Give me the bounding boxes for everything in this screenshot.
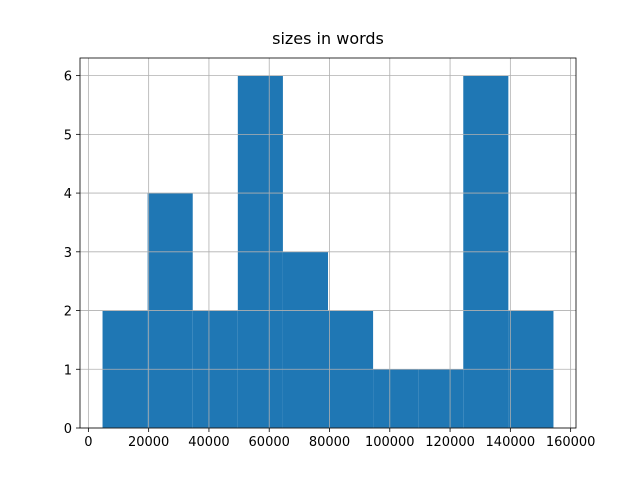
x-tick-label: 140000 [486,435,536,450]
x-tick-label: 100000 [365,435,415,450]
y-tick-label: 2 [64,305,72,320]
x-tick-label: 40000 [188,435,229,450]
y-tick-label: 1 [64,363,72,378]
x-tick-label: 80000 [309,435,350,450]
y-tick-label: 4 [64,187,72,202]
y-tick-label: 5 [64,128,72,143]
x-tick-label: 20000 [128,435,169,450]
x-tick-label: 0 [84,435,92,450]
bar [418,369,464,428]
y-tick-label: 6 [64,70,72,85]
bar [282,251,328,428]
x-tick-label: 60000 [249,435,290,450]
chart-title: sizes in words [272,29,384,48]
y-tick-label: 3 [64,246,72,261]
bar [373,369,419,428]
x-tick-label: 120000 [425,435,475,450]
plot-frame [79,57,577,429]
y-tick-label: 0 [64,422,72,437]
x-tick-label: 160000 [546,435,596,450]
